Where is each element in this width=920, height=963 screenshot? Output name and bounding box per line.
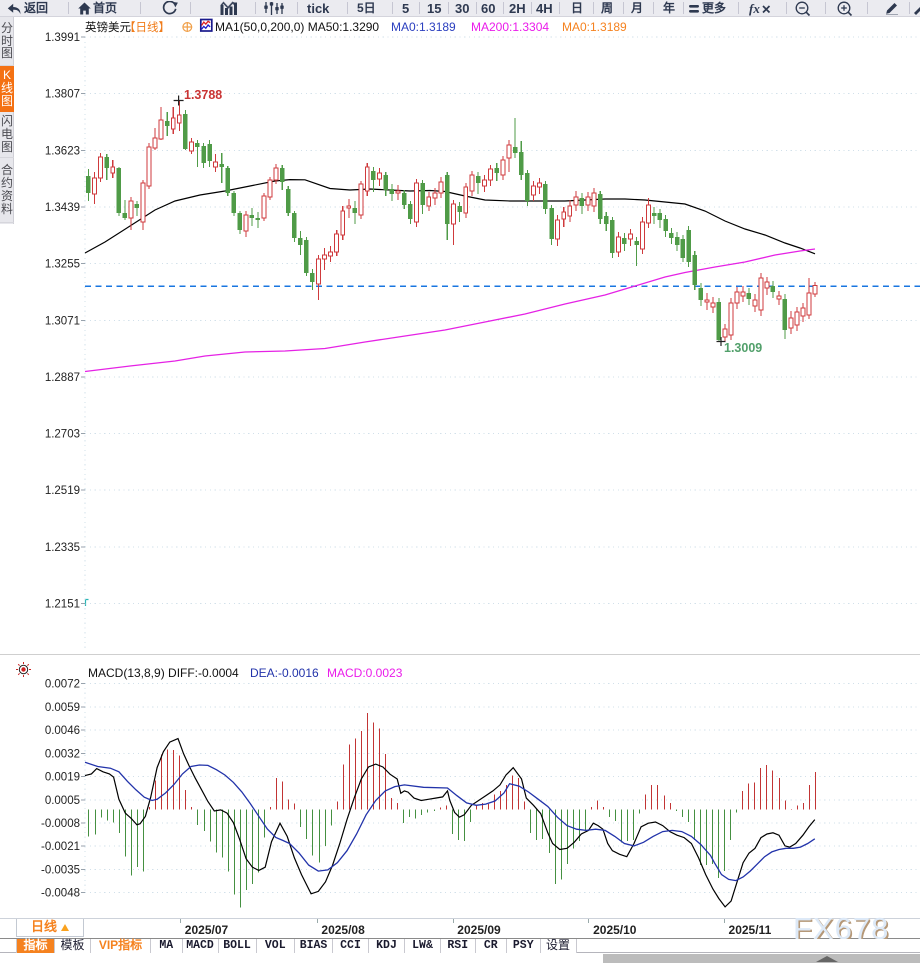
svg-text:-0.0008: -0.0008 <box>41 818 80 830</box>
svg-text:DEA:-0.0016: DEA:-0.0016 <box>250 666 319 680</box>
svg-text:1.2335: 1.2335 <box>45 542 80 554</box>
svg-text:MA200:1.3304: MA200:1.3304 <box>471 20 549 34</box>
svg-text:0.0059: 0.0059 <box>45 702 80 714</box>
svg-text:MA0:1.3189: MA0:1.3189 <box>562 20 627 34</box>
svg-text:1.3807: 1.3807 <box>45 89 80 101</box>
svg-text:1.2887: 1.2887 <box>45 372 80 384</box>
svg-text:1.3788: 1.3788 <box>184 88 222 102</box>
svg-text:-0.0021: -0.0021 <box>41 841 80 853</box>
svg-text:0.0046: 0.0046 <box>45 725 80 737</box>
svg-text:0.0005: 0.0005 <box>45 795 80 807</box>
svg-text:MACD:0.0023: MACD:0.0023 <box>327 666 403 680</box>
svg-text:1.2151: 1.2151 <box>45 598 80 610</box>
svg-text:MACD(13,8,9) DIFF:-0.0004: MACD(13,8,9) DIFF:-0.0004 <box>88 666 239 680</box>
svg-text:-0.0048: -0.0048 <box>41 888 80 900</box>
svg-text:1.3439: 1.3439 <box>45 202 80 214</box>
svg-text:1.2703: 1.2703 <box>45 429 80 441</box>
svg-text:1.3991: 1.3991 <box>45 32 80 44</box>
svg-text:【日线】: 【日线】 <box>124 20 170 34</box>
svg-text:1.3623: 1.3623 <box>45 145 80 157</box>
svg-text:-0.0035: -0.0035 <box>41 864 80 876</box>
svg-text:MA0:1.3189: MA0:1.3189 <box>391 20 456 34</box>
svg-text:1.3009: 1.3009 <box>724 341 762 355</box>
svg-text:1.3255: 1.3255 <box>45 259 80 271</box>
svg-text:英镑美元: 英镑美元 <box>85 20 131 34</box>
svg-text:1.2519: 1.2519 <box>45 485 80 497</box>
svg-text:0.0019: 0.0019 <box>45 772 80 784</box>
svg-text:0.0072: 0.0072 <box>45 679 80 691</box>
svg-text:0.0032: 0.0032 <box>45 748 80 760</box>
svg-text:1.3071: 1.3071 <box>45 315 80 327</box>
svg-text:MA1(50,0,200,0) MA50:1.3290: MA1(50,0,200,0) MA50:1.3290 <box>215 20 379 34</box>
